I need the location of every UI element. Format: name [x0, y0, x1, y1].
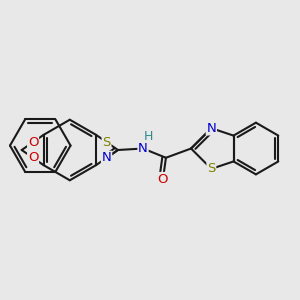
Text: H: H — [143, 130, 153, 143]
Text: O: O — [158, 173, 168, 186]
Text: S: S — [207, 162, 215, 175]
Text: N: N — [206, 122, 216, 135]
Text: N: N — [102, 152, 111, 164]
Text: S: S — [102, 136, 111, 148]
Text: O: O — [28, 136, 38, 148]
Text: N: N — [138, 142, 148, 155]
Text: O: O — [28, 152, 38, 164]
